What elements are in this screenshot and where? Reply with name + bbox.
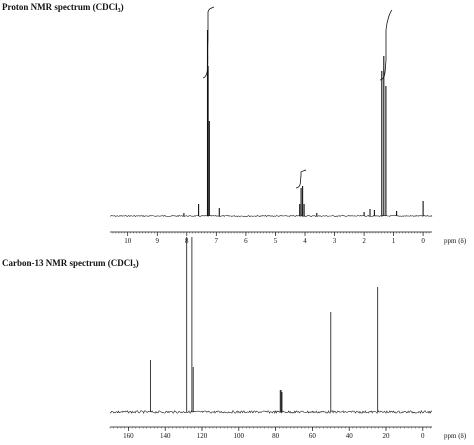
proton-tick-label-6: 4 — [303, 237, 307, 245]
carbon-tick-label-0: 160 — [123, 432, 134, 440]
carbon-axis-unit-label: ppm (δ) — [444, 432, 467, 440]
proton-tick-label-1: 9 — [156, 237, 160, 245]
integral-quartet — [295, 169, 307, 189]
carbon-baseline — [109, 410, 433, 415]
proton-baseline — [109, 214, 433, 218]
carbon-tick-label-6: 40 — [346, 432, 354, 440]
proton-tick-label-5: 5 — [274, 237, 278, 245]
proton-tick-label-8: 2 — [362, 237, 366, 245]
carbon-tick-label-4: 80 — [272, 432, 280, 440]
carbon-tick-label-3: 100 — [234, 432, 245, 440]
carbon-spectrum: 160 140 120 100 80 60 40 20 0 ppm (δ) — [109, 237, 467, 440]
carbon-tick-label-8: 0 — [421, 432, 425, 440]
proton-tick-label-7: 3 — [333, 237, 337, 245]
integral-aliphatic — [379, 9, 393, 81]
proton-spectrum: 109876543210ppm (δ) — [109, 6, 467, 245]
carbon-tick-label-5: 60 — [309, 432, 317, 440]
integral-aromatic — [202, 6, 215, 79]
carbon-tick-label-2: 120 — [197, 432, 208, 440]
carbon-tick-label-1: 140 — [160, 432, 171, 440]
carbon-chart-title: Carbon-13 NMR spectrum (CDCl3) — [2, 258, 139, 270]
proton-tick-label-10: 0 — [421, 237, 425, 245]
proton-chart-title: Proton NMR spectrum (CDCl3) — [2, 2, 124, 14]
proton-tick-label-0: 10 — [124, 237, 132, 245]
proton-tick-label-3: 7 — [215, 237, 219, 245]
proton-tick-label-4: 6 — [244, 237, 248, 245]
carbon-tick-label-7: 20 — [383, 432, 391, 440]
proton-axis-unit-label: ppm (δ) — [444, 237, 467, 245]
proton-tick-label-9: 1 — [392, 237, 396, 245]
